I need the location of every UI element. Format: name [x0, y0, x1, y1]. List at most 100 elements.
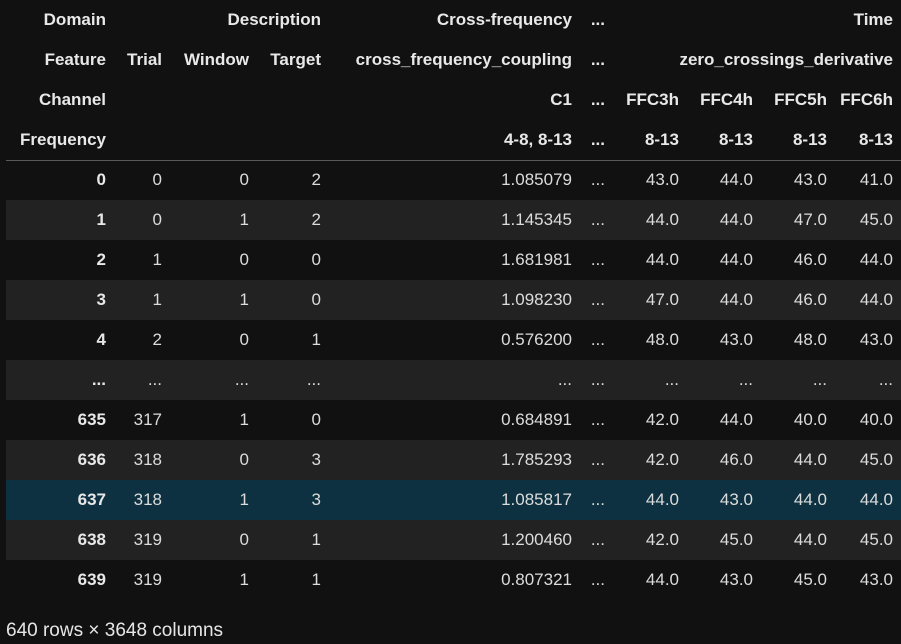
header-row-domain: Domain Description Cross-frequency ... T… — [6, 0, 901, 40]
cell-ffc6h: 44.0 — [859, 250, 893, 269]
dataframe-output: Domain Description Cross-frequency ... T… — [6, 0, 901, 600]
cell-ffc4h: 44.0 — [719, 170, 753, 190]
cell-ellipsis: ... — [580, 480, 613, 520]
header-level-label: Domain — [43, 10, 106, 29]
row-index: 1 — [6, 200, 114, 240]
dataframe-shape-summary: 640 rows × 3648 columns — [6, 620, 224, 641]
header-row-feature: Feature Trial Window Target cross_freque… — [6, 40, 901, 80]
header-domain-description: Description — [227, 10, 321, 29]
header-channel-ffc4h: FFC4h — [700, 90, 753, 109]
cell-ffc5h: 43.0 — [793, 170, 827, 190]
header-feature-trial: Trial — [127, 50, 162, 69]
cell-cfc: 1.681981 — [501, 250, 572, 269]
row-index: 3 — [6, 280, 114, 320]
cell-ffc3h: 44.0 — [645, 570, 679, 589]
cell-ffc3h: 42.0 — [613, 520, 687, 560]
cell-ffc3h: 42.0 — [645, 410, 679, 429]
cell-trial: ... — [114, 360, 170, 400]
cell-ffc4h: 43.0 — [719, 330, 753, 349]
table-row-highlighted: 637 318 1 3 1.085817 ... 44.0 43.0 44.0 … — [6, 480, 901, 520]
cell-ffc5h: 48.0 — [793, 330, 827, 349]
row-index: 638 — [6, 520, 114, 560]
header-level-label: Channel — [38, 90, 106, 109]
header-ellipsis: ... — [580, 120, 613, 161]
header-domain-cross-frequency: Cross-frequency — [436, 10, 572, 29]
cell-ffc4h: 44.0 — [719, 410, 753, 429]
cell-trial: 318 — [114, 480, 170, 520]
table-row: 4 2 0 1 0.576200 ... 48.0 43.0 48.0 43.0 — [6, 320, 901, 360]
cell-ffc6h: 45.0 — [835, 440, 901, 480]
cell-window: 0 — [170, 520, 257, 560]
cell-trial: 317 — [133, 410, 162, 429]
cell-ffc4h: ... — [687, 360, 761, 400]
cell-ffc5h: 40.0 — [793, 410, 827, 429]
cell-window: 0 — [239, 330, 249, 349]
cell-ffc3h: 44.0 — [645, 250, 679, 269]
cell-ellipsis: ... — [580, 280, 613, 320]
cell-ffc5h: 46.0 — [793, 250, 827, 269]
cell-ellipsis: ... — [580, 200, 613, 240]
cell-cfc: 1.098230 — [329, 280, 580, 320]
table-row: 3 1 1 0 1.098230 ... 47.0 44.0 46.0 44.0 — [6, 280, 901, 320]
cell-ffc5h: 47.0 — [761, 200, 835, 240]
header-frequency-cfc: 4-8, 8-13 — [329, 120, 580, 161]
header-channel-ffc6h: FFC6h — [840, 90, 893, 109]
row-index: 637 — [6, 480, 114, 520]
cell-ffc5h: 44.0 — [761, 440, 835, 480]
header-level-label: Feature — [44, 50, 106, 69]
table-body: 0 0 0 2 1.085079 ... 43.0 44.0 43.0 41.0… — [6, 160, 901, 600]
cell-ffc4h: 46.0 — [687, 440, 761, 480]
cell-ffc3h: 44.0 — [613, 480, 687, 520]
cell-ffc5h: 44.0 — [761, 480, 835, 520]
cell-target: ... — [257, 360, 329, 400]
cell-ellipsis: ... — [580, 360, 613, 400]
cell-target: 0 — [311, 410, 321, 429]
header-row-frequency: Frequency 4-8, 8-13 ... 8-13 8-13 8-13 8… — [6, 120, 901, 161]
cell-target: 1 — [311, 330, 321, 349]
cell-window: 1 — [170, 200, 257, 240]
cell-ffc5h: 46.0 — [761, 280, 835, 320]
cell-target: 2 — [311, 170, 321, 190]
cell-ffc5h: 44.0 — [761, 520, 835, 560]
cell-cfc: 1.085817 — [329, 480, 580, 520]
cell-trial: 318 — [114, 440, 170, 480]
cell-target: 3 — [257, 440, 329, 480]
cell-ellipsis: ... — [590, 410, 605, 429]
header-row-channel: Channel C1 ... FFC3h FFC4h FFC5h FFC6h — [6, 80, 901, 120]
cell-ffc4h: 43.0 — [687, 480, 761, 520]
header-frequency-ffc3h: 8-13 — [613, 120, 687, 161]
cell-ffc3h: 43.0 — [645, 170, 679, 190]
cell-cfc: ... — [329, 360, 580, 400]
cell-ffc6h: 44.0 — [835, 480, 901, 520]
header-frequency-ffc5h: 8-13 — [761, 120, 835, 161]
cell-ffc4h: 44.0 — [687, 200, 761, 240]
cell-trial: 319 — [133, 570, 162, 589]
cell-ffc6h: 41.0 — [859, 170, 893, 190]
table-row: 0 0 0 2 1.085079 ... 43.0 44.0 43.0 41.0 — [6, 160, 901, 200]
header-channel-ffc3h: FFC3h — [626, 90, 679, 109]
cell-target: 3 — [257, 480, 329, 520]
header-channel-ffc5h: FFC5h — [774, 90, 827, 109]
table-header: Domain Description Cross-frequency ... T… — [6, 0, 901, 161]
cell-window: 1 — [239, 570, 249, 589]
cell-ffc6h: 44.0 — [835, 280, 901, 320]
cell-ffc4h: 45.0 — [687, 520, 761, 560]
header-level-label: Frequency — [6, 120, 114, 161]
cell-target: 0 — [257, 280, 329, 320]
cell-ffc3h: 47.0 — [613, 280, 687, 320]
header-channel-c1: C1 — [550, 90, 572, 109]
cell-ffc6h: 43.0 — [859, 570, 893, 589]
cell-cfc: 0.576200 — [501, 330, 572, 349]
cell-ffc3h: 42.0 — [613, 440, 687, 480]
table-row-ellipsis: ... ... ... ... ... ... ... ... ... ... — [6, 360, 901, 400]
cell-ffc4h: 44.0 — [687, 280, 761, 320]
table-row: 638 319 0 1 1.200460 ... 42.0 45.0 44.0 … — [6, 520, 901, 560]
header-feature-target: Target — [270, 50, 321, 69]
cell-ffc5h: 45.0 — [793, 570, 827, 589]
header-feature-window: Window — [184, 50, 249, 69]
cell-ellipsis: ... — [580, 520, 613, 560]
row-index: ... — [6, 360, 114, 400]
cell-cfc: 0.807321 — [501, 570, 572, 589]
cell-ffc4h: 43.0 — [719, 570, 753, 589]
cell-window: 1 — [170, 280, 257, 320]
